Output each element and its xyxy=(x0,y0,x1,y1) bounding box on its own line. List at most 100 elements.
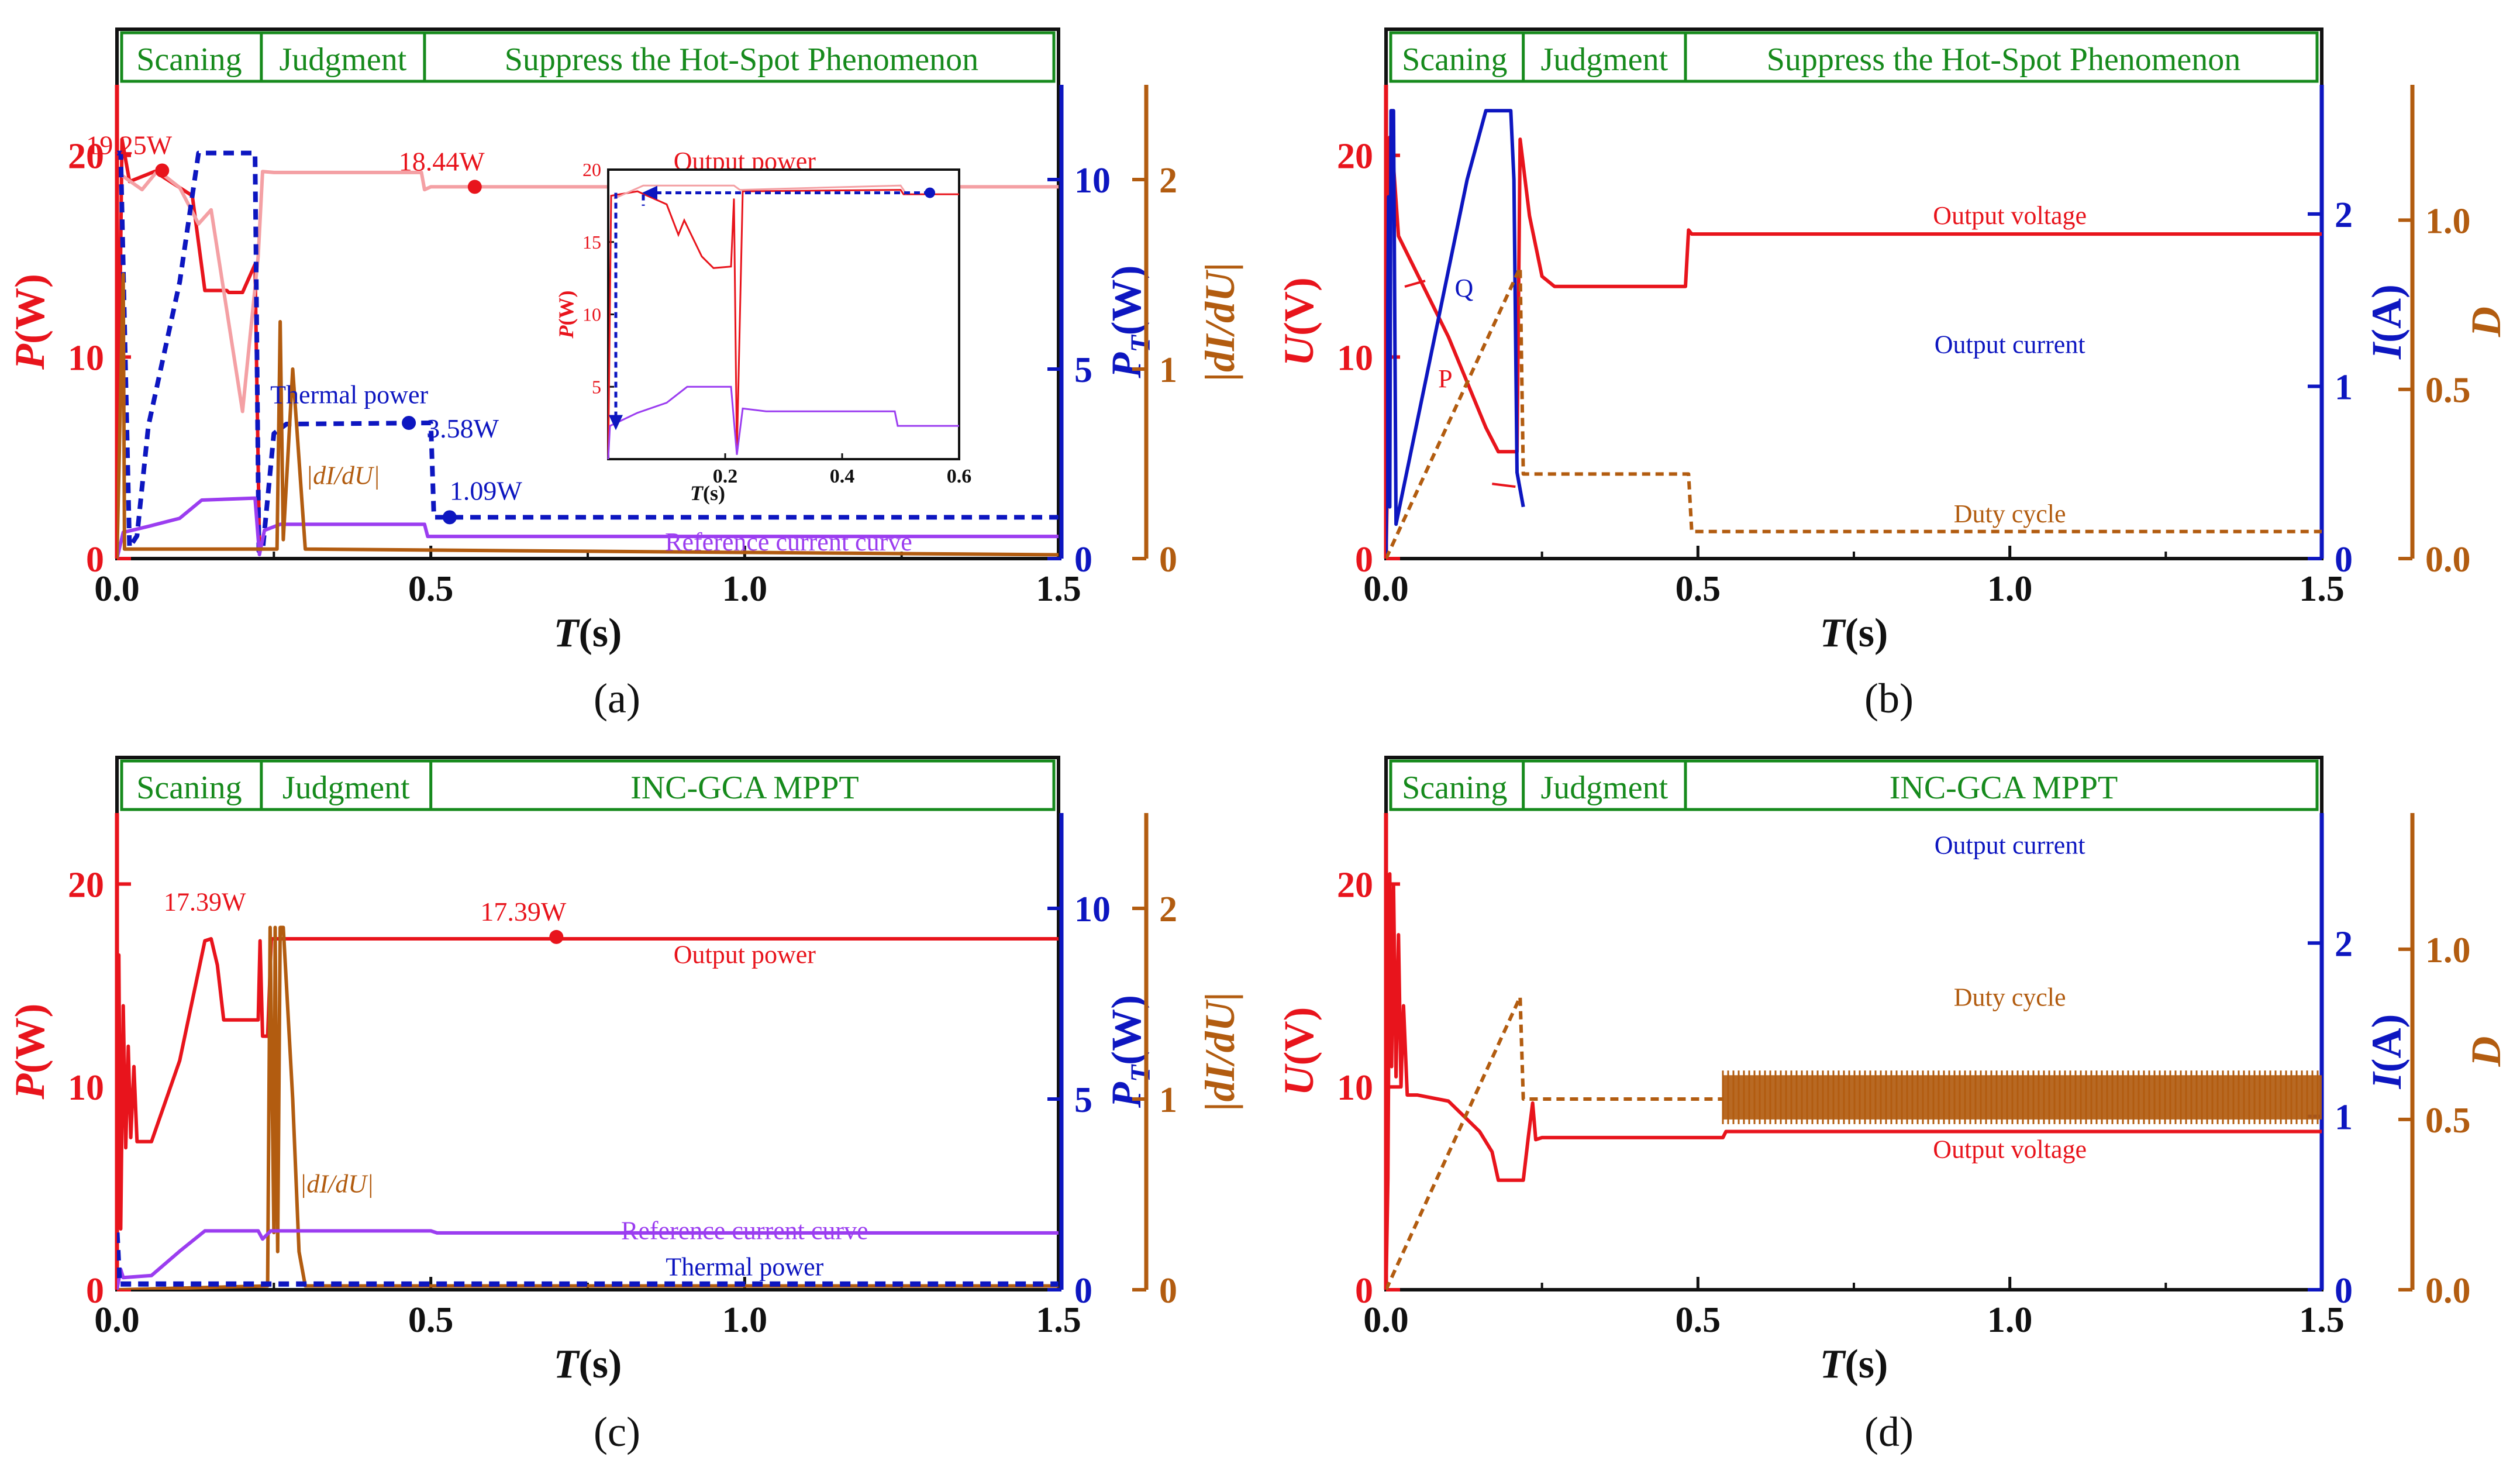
panel-caption: (b) xyxy=(1864,675,1914,722)
phase-band xyxy=(1389,31,2319,83)
phase-label-1: Judgment xyxy=(282,770,410,806)
x-tick-label: 1.5 xyxy=(2299,1300,2345,1340)
annotation-1: Thermal power xyxy=(270,380,428,409)
y-axis-title-unit: (W) xyxy=(1103,995,1150,1065)
x-axis-label-symbol: T xyxy=(554,1342,581,1387)
inset-x-tick-label: 0.6 xyxy=(947,466,972,487)
y-tick-label-D: 0.0 xyxy=(2425,540,2471,580)
x-tick-label: 1.0 xyxy=(1987,569,2033,609)
series-line-2 xyxy=(117,1229,1059,1290)
series-line-0 xyxy=(117,937,1059,1290)
x-tick-label: 0.5 xyxy=(408,569,454,609)
x-axis-label: T(s) xyxy=(554,611,622,656)
inset-y-tick-label: 5 xyxy=(592,376,601,397)
panel-a: Scaning Judgment Suppress the Hot-Spot Phe… xyxy=(6,27,1243,722)
y-axis-title-symbol: I xyxy=(2363,341,2410,360)
y-axis-title-sub: T xyxy=(1125,1064,1156,1082)
y-axis-title-symbol: U xyxy=(1275,1063,1322,1096)
phase-label-1: Judgment xyxy=(1540,42,1668,78)
series-line-1 xyxy=(1386,109,1525,559)
y-axis-title-symbol: P xyxy=(1103,1082,1150,1108)
y-axis-title-I: I(A) xyxy=(2363,284,2410,360)
x-axis-label-unit: (s) xyxy=(578,611,622,656)
series-group xyxy=(117,925,1059,1290)
x-axis-label-unit: (s) xyxy=(578,1342,622,1387)
panel-b: Scaning Judgment Suppress the Hot-Spot Phe… xyxy=(1275,27,2509,722)
x-tick-label: 1.5 xyxy=(2299,569,2345,609)
y-axis-title-PT: PT(W) xyxy=(1103,265,1156,378)
x-tick-label: 0.5 xyxy=(1676,569,1721,609)
y-tick-label-I: 1 xyxy=(2335,367,2353,407)
data-point-marker xyxy=(549,929,564,944)
x-tick-label: 1.0 xyxy=(722,569,768,609)
y-tick-label-G: 2 xyxy=(1159,161,1177,201)
y-axis-title-symbol: I xyxy=(2363,1070,2410,1089)
inset-series-2 xyxy=(607,385,959,460)
phase-band xyxy=(120,759,1056,811)
y-axis-title-symbol: P xyxy=(1103,352,1150,379)
data-point-marker xyxy=(467,180,482,194)
phase-label-2: INC-GCA MPPT xyxy=(630,770,859,806)
phase-label-2: Suppress the Hot-Spot Phenomenon xyxy=(505,42,978,78)
x-axis-label: T(s) xyxy=(1820,611,1888,656)
inset-arrow-left xyxy=(642,185,657,200)
inset-frame xyxy=(607,168,960,460)
inset-y-axis-label: P(W) xyxy=(554,291,578,339)
y-tick-label-D: 0.5 xyxy=(2425,1101,2471,1141)
panel-caption: (c) xyxy=(594,1408,640,1455)
phase-label-0: Scaning xyxy=(1402,770,1507,806)
inset-y-label-unit: (W) xyxy=(554,291,578,326)
y-tick-label-PT: 0 xyxy=(1074,540,1092,580)
y-tick-label-D: 0.5 xyxy=(2425,371,2471,411)
y-tick-label-PT: 5 xyxy=(1074,1080,1092,1120)
data-point-label: 1.09W xyxy=(450,476,523,505)
y-axis-title-unit: (W) xyxy=(6,1004,53,1074)
y-tick-label-G: 0 xyxy=(1159,1271,1177,1311)
x-tick-label: 0.0 xyxy=(1363,569,1409,609)
y-tick-label-P: 20 xyxy=(68,137,104,177)
panel-d: Scaning Judgment INC-GCA MPPT 0.0 0.5 1.0 1.5 T… xyxy=(1275,756,2509,1455)
y-tick-label-PT: 10 xyxy=(1074,890,1111,929)
series-line-1 xyxy=(1386,995,1723,1290)
x-axis-label: T(s) xyxy=(1820,1342,1888,1387)
x-axis-label-symbol: T xyxy=(1820,611,1847,656)
annotation-0: Output voltage xyxy=(1933,201,2087,230)
y-axis-title-D: D xyxy=(2463,1036,2509,1067)
y-axis-title-symbol: D xyxy=(2463,1036,2509,1067)
annotation-2: |dI/dU| xyxy=(306,461,380,490)
annotation-2: Output voltage xyxy=(1933,1135,2087,1164)
y-tick-label-P: 10 xyxy=(68,1068,104,1108)
inset-y-label-symbol: P xyxy=(554,325,578,339)
y-tick-label-U: 10 xyxy=(1337,338,1373,378)
x-tick-label: 1.0 xyxy=(722,1300,768,1340)
inset-y-tick-label: 15 xyxy=(582,232,601,253)
y-axis-title-G: |dI/dU| xyxy=(1197,992,1243,1111)
data-point-label: 17.39W xyxy=(480,897,567,927)
x-axis-label-symbol: T xyxy=(554,611,581,656)
y-axis-title-unit: (V) xyxy=(1275,1007,1322,1066)
x-tick-label: 0.5 xyxy=(408,1300,454,1340)
series-line-3 xyxy=(117,496,1059,559)
series-group xyxy=(117,137,1059,559)
data-point-label: 18.44W xyxy=(399,146,485,176)
bracket-marker xyxy=(1404,280,1516,488)
y-tick-label-I: 2 xyxy=(2335,924,2353,964)
y-axis-title-P: P(W) xyxy=(6,274,53,370)
x-axis-label-unit: (s) xyxy=(1845,611,1888,656)
y-tick-label-I: 0 xyxy=(2335,1271,2353,1311)
series-line-2 xyxy=(1386,266,2322,559)
series-line-3 xyxy=(117,1232,1059,1287)
y-tick-label-PT: 0 xyxy=(1074,1271,1092,1311)
y-axis-title-unit: (W) xyxy=(1103,265,1150,335)
inset-y-tick-label: 20 xyxy=(582,159,601,180)
series-line-0 xyxy=(117,137,261,559)
y-tick-label-G: 1 xyxy=(1159,1080,1177,1120)
annotation-0: Output current xyxy=(1935,831,2085,859)
annotation-1: Output current xyxy=(1935,330,2085,359)
panel-caption: (d) xyxy=(1864,1408,1914,1455)
y-tick-label-D: 0.0 xyxy=(2425,1271,2471,1311)
plot-frame xyxy=(1384,756,2323,1291)
phase-label-0: Scaning xyxy=(136,42,242,78)
series-group xyxy=(1386,872,2322,1290)
phase-label-2: Suppress the Hot-Spot Phenomenon xyxy=(1767,42,2240,78)
